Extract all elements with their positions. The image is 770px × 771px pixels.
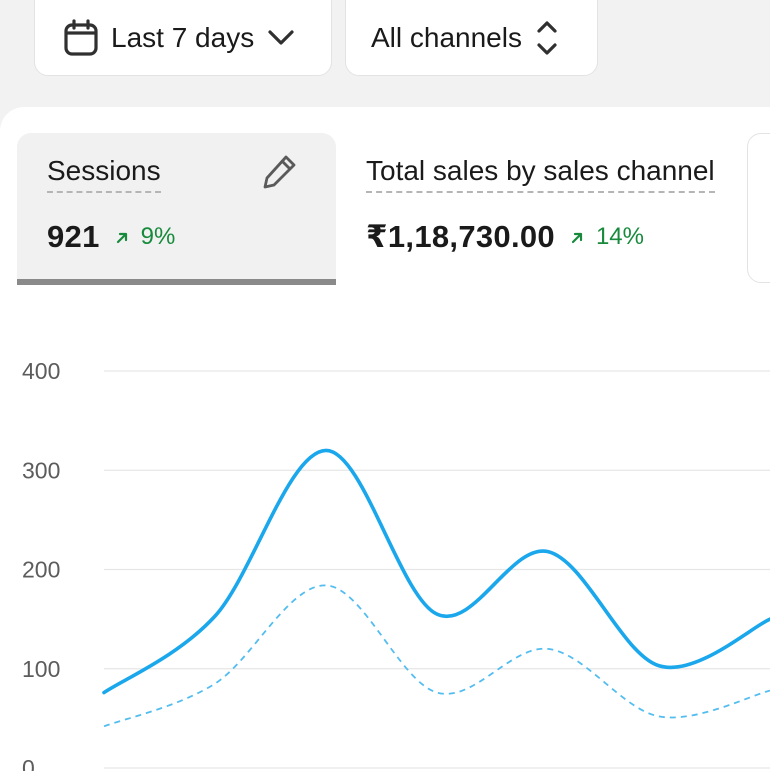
y-tick-label: 300 — [22, 457, 60, 483]
trend-badge: 9% — [116, 223, 176, 251]
calendar-icon — [63, 19, 99, 57]
date-range-button[interactable]: Last 7 days — [34, 0, 332, 76]
y-tick-label: 100 — [22, 656, 60, 682]
trend-badge: 14% — [571, 223, 644, 251]
chart-grid — [104, 370, 770, 769]
date-range-label: Last 7 days — [111, 22, 255, 53]
filter-bar: Last 7 days All channels — [0, 0, 770, 107]
y-tick-label: 0 — [22, 755, 35, 771]
trend-value: 9% — [140, 223, 176, 250]
channel-select-label: All channels — [371, 22, 522, 53]
metric-value: 921 — [47, 219, 100, 254]
series-line-previous — [103, 584, 770, 728]
arrow-up-right-icon — [116, 223, 129, 251]
metric-card-sessions[interactable]: Sessions 921 9% — [17, 133, 336, 285]
channel-select[interactable]: All channels — [345, 0, 598, 76]
metric-card-next[interactable] — [747, 133, 770, 283]
y-tick-label: 400 — [22, 358, 60, 384]
metrics-panel: Sessions 921 9% Total sales by sales cha… — [0, 107, 770, 771]
metric-card-total-sales[interactable]: Total sales by sales channel ₹1,18,730.0… — [366, 133, 756, 285]
metric-label[interactable]: Total sales by sales channel — [366, 155, 715, 193]
y-tick-label: 200 — [22, 557, 60, 583]
metric-value: ₹1,18,730.00 — [366, 219, 555, 254]
chevron-up-down-icon — [536, 19, 558, 57]
trend-value: 14% — [595, 223, 644, 250]
metric-value-row: 921 9% — [47, 219, 175, 255]
arrow-up-right-icon — [571, 223, 584, 251]
metric-label[interactable]: Sessions — [47, 155, 161, 193]
metric-value-row: ₹1,18,730.00 14% — [366, 219, 644, 255]
pencil-icon[interactable] — [262, 153, 298, 194]
chevron-down-icon — [268, 30, 294, 46]
series-line-current — [102, 448, 770, 695]
y-axis-ticks: 400 300 200 100 0 — [22, 358, 60, 771]
sessions-chart: 400 300 200 100 0 — [22, 358, 770, 771]
